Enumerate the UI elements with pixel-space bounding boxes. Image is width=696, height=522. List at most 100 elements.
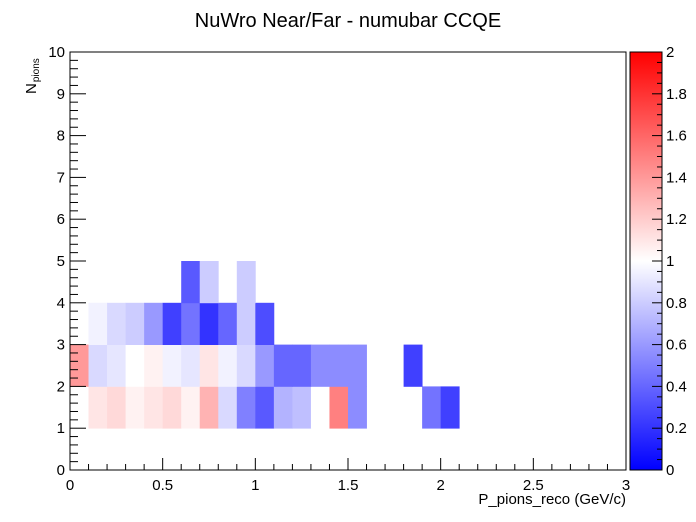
plot-area [70,261,627,471]
y-tick-label: 8 [57,128,65,145]
heatmap-cell [236,261,256,304]
heatmap-cell [551,428,571,471]
heatmap-cell [218,302,238,345]
heatmap-cell [292,386,312,429]
heatmap-cell [403,344,423,387]
heatmap-cell [144,428,164,471]
color-scale: 0 0.2 0.4 0.6 0.8 1 1.2 1.4 1.6 1.8 2 [629,44,687,479]
y-tick-label: 4 [57,295,65,312]
heatmap-cell [88,428,108,471]
heatmap-cell [144,344,164,387]
heatmap-cell [422,386,442,429]
x-tick-label: 2.5 [523,477,544,494]
heatmap-cell [199,261,219,304]
heatmap-cell [162,344,182,387]
heatmap-cell [181,428,201,471]
heatmap-cell [70,428,89,471]
heatmap-cell [273,386,293,429]
heatmap-cell [144,386,164,429]
y-tick-label: 10 [48,44,65,61]
heatmap-cell [199,302,219,345]
heatmap-cell [181,261,201,304]
z-tick-label: 0.6 [666,337,687,354]
heatmap-cell [125,344,145,387]
heatmap-cell [88,344,108,387]
y-tick-label: 6 [57,211,65,228]
heatmap-cell [273,344,293,387]
y-tick-label: 1 [57,420,65,437]
heatmap-cell [255,386,275,429]
heatmap-cell [440,386,460,429]
y-tick-label: 5 [57,253,65,270]
heatmap-cell [218,386,238,429]
heatmap-cell [88,302,108,345]
heatmap-cell [496,428,516,471]
y-tick-label: 3 [57,337,65,354]
heatmap-cell [218,428,238,471]
heatmap-cell [236,302,256,345]
heatmap-cell [329,386,349,429]
x-tick-label: 1.5 [338,477,359,494]
heatmap-cell [88,386,108,429]
heatmap-cell [107,302,126,345]
heatmap-cell [144,302,164,345]
heatmap-cell [199,344,219,387]
y-tick-label: 7 [57,169,65,186]
heatmap-cell [292,344,312,387]
heatmap-cell [310,386,330,429]
heatmap-cell [348,428,367,471]
heatmap-cell [348,344,367,387]
heatmap-cell [477,428,497,471]
y-axis: 0 1 2 3 4 5 6 7 8 9 10 [48,44,86,479]
heatmap-cell [422,428,442,471]
x-tick-label: 0.5 [152,477,173,494]
x-axis-label: P_pions_reco (GeV/c) [478,491,626,508]
z-tick-label: 1.4 [666,169,687,186]
x-tick-label: 2 [436,477,444,494]
heatmap-cell [181,344,201,387]
heatmap-cell [199,386,219,429]
heatmap-cell [348,386,367,429]
y-axis-label: Npions [23,58,42,94]
heatmap-cell [459,428,479,471]
heatmap-cell [255,344,275,387]
heatmap-cell [588,428,608,471]
heatmap-cell [385,428,404,471]
heatmap-cell [366,428,386,471]
heatmap-cell [255,302,275,345]
z-tick-label: 1.2 [666,211,687,228]
z-tick-label: 0 [666,462,674,479]
heatmap-cell [533,428,553,471]
heatmap-cell [107,386,126,429]
z-tick-label: 0.4 [666,378,687,395]
heatmap-cell [125,386,145,429]
heatmap-cell [607,428,627,471]
heatmap-cell [236,344,256,387]
z-tick-label: 0.2 [666,420,687,437]
heatmap-cell [162,386,182,429]
heatmap-cell [125,302,145,345]
heatmap-cell [181,386,201,429]
chart-title: NuWro Near/Far - numubar CCQE [195,10,501,32]
heatmap-cell [273,428,293,471]
heatmap-cell [125,428,145,471]
z-tick-label: 1 [666,253,674,270]
y-tick-label: 9 [57,86,65,103]
heatmap-cell [107,344,126,387]
heatmap-cell [329,344,349,387]
y-tick-label: 0 [57,462,65,479]
heatmap-cell [199,428,219,471]
heatmap-cell [255,428,275,471]
y-tick-label: 2 [57,378,65,395]
heatmap-cell [292,428,312,471]
z-tick-label: 1.6 [666,128,687,145]
x-tick-label: 0 [66,477,74,494]
x-axis: 0 0.5 1 1.5 2 2.5 3 [66,458,630,494]
heatmap-cell [107,428,126,471]
heatmap-cell [162,302,182,345]
x-tick-label: 1 [251,477,259,494]
x-tick-label: 3 [622,477,630,494]
z-tick-label: 1.8 [666,86,687,103]
heatmap-cell [181,302,201,345]
